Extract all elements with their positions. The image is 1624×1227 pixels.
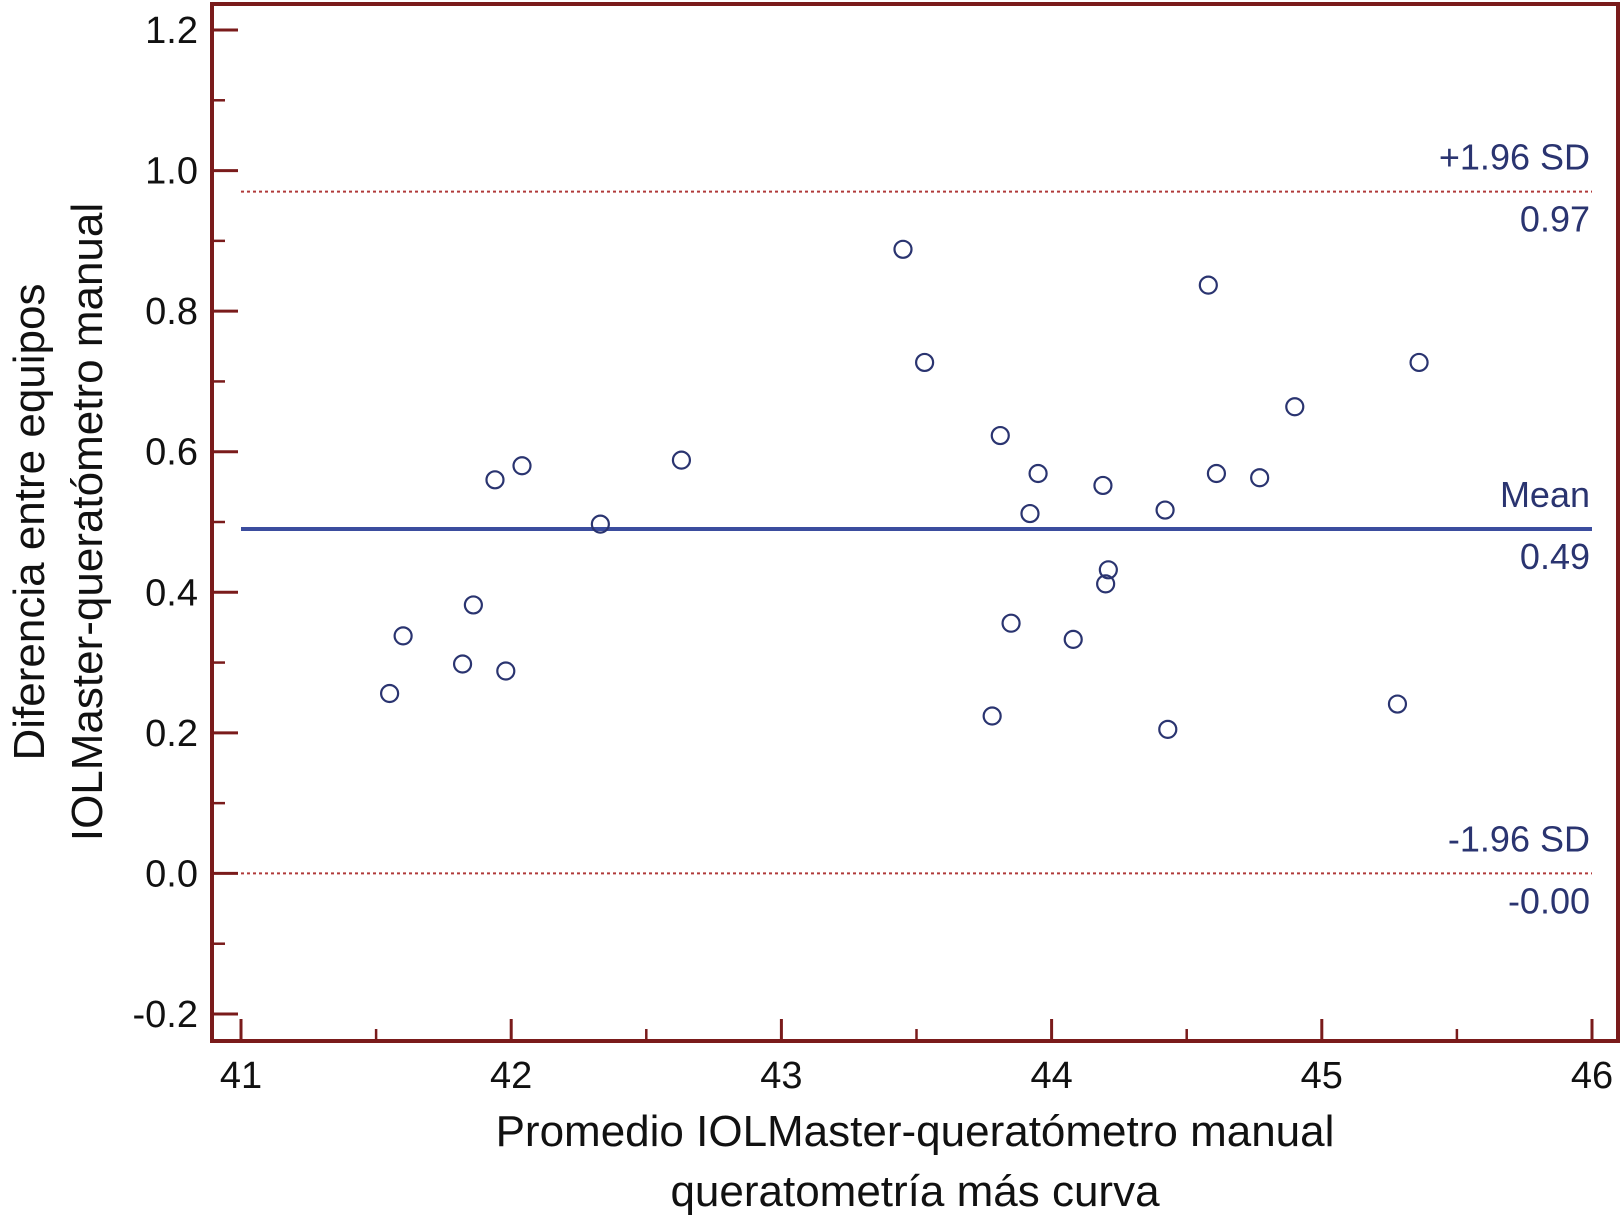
x-axis-title-line-1: Promedio IOLMaster-queratómetro manual	[496, 1107, 1335, 1156]
reference-line-value-2: -0.00	[1508, 880, 1590, 921]
data-point	[1250, 468, 1270, 488]
data-point	[1198, 275, 1218, 295]
x-tick-label-46: 46	[1571, 1055, 1613, 1097]
x-tick-label-42: 42	[490, 1055, 532, 1097]
x-axis-title-line-2: queratometría más curva	[670, 1167, 1160, 1216]
reference-line-value-1: 0.49	[1520, 536, 1590, 577]
data-point	[1285, 397, 1305, 417]
x-tick-label-41: 41	[220, 1055, 262, 1097]
reference-line-name-1: Mean	[1500, 474, 1590, 515]
data-point	[1206, 463, 1227, 484]
y-tick-label-0.8: 0.8	[145, 291, 198, 333]
data-point	[393, 626, 413, 646]
data-point	[590, 514, 610, 534]
data-point	[671, 450, 692, 470]
data-point	[982, 706, 1002, 726]
y-tick-label-1.0: 1.0	[145, 151, 198, 193]
reference-line-name-0: +1.96 SD	[1439, 137, 1590, 178]
y-axis-title-line-1: Diferencia entre equipos	[5, 284, 54, 761]
data-point	[1028, 463, 1048, 484]
data-point	[1063, 629, 1083, 649]
data-point	[1001, 613, 1021, 633]
y-tick-label-0.4: 0.4	[145, 572, 198, 614]
y-tick-label--0.2: -0.2	[133, 994, 198, 1036]
y-axis-title-line-2: IOLMaster-queratómetro manual	[63, 203, 112, 841]
reference-line-name-2: -1.96 SD	[1448, 818, 1590, 859]
data-point	[1098, 560, 1118, 580]
data-point	[915, 352, 935, 373]
data-point	[463, 595, 483, 615]
data-point	[1093, 475, 1113, 496]
data-point	[1096, 574, 1116, 594]
y-tick-label-0.2: 0.2	[145, 713, 198, 755]
y-tick-label-1.2: 1.2	[145, 10, 198, 52]
data-point	[1387, 694, 1408, 714]
x-tick-label-45: 45	[1301, 1055, 1343, 1097]
data-point	[1409, 352, 1429, 373]
data-point	[990, 425, 1010, 446]
points-layer	[380, 239, 1429, 739]
data-point	[1155, 500, 1175, 520]
data-point	[1020, 503, 1040, 524]
data-point	[496, 661, 516, 681]
data-point	[1158, 719, 1178, 739]
x-tick-label-44: 44	[1030, 1055, 1072, 1097]
data-point	[893, 239, 913, 259]
data-point	[512, 456, 532, 476]
labels-layer: 41 42 43 44 45 46 -0.2 0.0 0.2 0.4 0.6 0.8 1.0 1.2 +1.…	[5, 10, 1613, 1216]
data-point	[485, 470, 505, 490]
reference-lines-layer	[241, 190, 1592, 875]
data-point	[452, 654, 473, 674]
y-tick-label-0.0: 0.0	[145, 853, 198, 895]
reference-line-value-0: 0.97	[1520, 199, 1590, 240]
y-tick-label-0.6: 0.6	[145, 432, 198, 474]
plot-frame	[210, 2, 1620, 1043]
data-point	[380, 683, 400, 704]
x-tick-label-43: 43	[760, 1055, 802, 1097]
